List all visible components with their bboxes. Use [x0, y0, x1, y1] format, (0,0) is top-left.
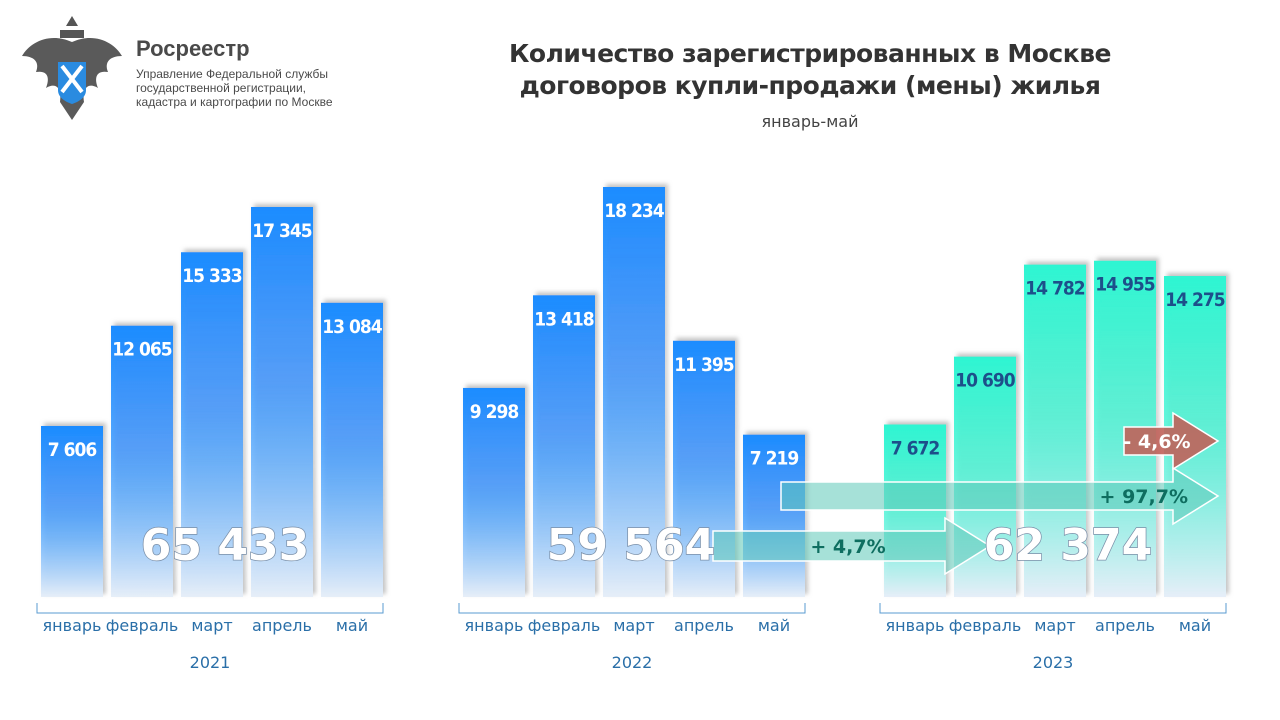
year-bracket [36, 603, 384, 614]
bar-value-label: 9 298 [470, 401, 519, 423]
bar-value-label: 14 955 [1095, 274, 1155, 296]
bar-value-label: 14 275 [1165, 289, 1225, 311]
change-arrow [712, 516, 992, 576]
bar [181, 252, 243, 597]
month-tick-label: февраль [949, 616, 1022, 635]
year-label: 2021 [190, 653, 231, 672]
bar-value-label: 11 395 [674, 354, 734, 376]
year-total-label: 65 433 [141, 520, 309, 571]
month-tick-label: май [1179, 616, 1211, 635]
year-bracket [458, 603, 806, 614]
rosreestr-emblem-icon [22, 16, 122, 121]
month-tick-label: апрель [674, 616, 734, 635]
month-tick-label: февраль [106, 616, 179, 635]
subtitle-line: Управление Федеральной службы [136, 67, 328, 81]
bar-value-label: 15 333 [182, 265, 242, 287]
bar [603, 187, 665, 597]
bar [251, 206, 313, 598]
month-tick-label: март [1034, 616, 1075, 635]
bar [1024, 264, 1086, 597]
year-label: 2023 [1033, 653, 1074, 672]
change-arrow [1123, 411, 1220, 471]
bar-value-label: 14 782 [1025, 278, 1085, 300]
month-tick-label: апрель [1095, 616, 1155, 635]
month-tick-label: март [191, 616, 232, 635]
month-tick-label: май [758, 616, 790, 635]
bar-value-label: 7 672 [891, 437, 940, 459]
bar-value-label: 12 065 [112, 339, 172, 361]
bar-value-label: 10 690 [955, 370, 1016, 392]
month-tick-label: февраль [528, 616, 601, 635]
title-line: Количество зарегистрированных в Москве [509, 39, 1112, 68]
month-tick-label: апрель [252, 616, 312, 635]
month-tick-label: март [613, 616, 654, 635]
bar [41, 425, 103, 597]
bar [743, 434, 805, 597]
subtitle-line: государственной регистрации, [136, 81, 306, 95]
chart-title: Количество зарегистрированных в Москве д… [440, 38, 1180, 102]
subtitle-line: кадастра и картографии по Москве [136, 95, 333, 109]
bar-value-label: 13 084 [322, 316, 383, 338]
bar [111, 325, 173, 597]
change-label: + 4,7% [810, 536, 885, 558]
change-label: + 97,7% [1100, 486, 1188, 508]
year-bracket [879, 603, 1227, 614]
bar-value-label: 18 234 [604, 200, 665, 222]
bar [533, 295, 595, 597]
month-tick-label: январь [886, 616, 945, 635]
brand-subtitle: Управление Федеральной службы государств… [136, 67, 376, 109]
change-label: - 4,6% [1123, 431, 1190, 453]
bar [463, 387, 525, 597]
month-tick-label: май [336, 616, 368, 635]
bar-value-label: 7 606 [48, 439, 97, 461]
year-label: 2022 [612, 653, 653, 672]
month-tick-label: январь [465, 616, 524, 635]
period-label: январь-май [761, 112, 859, 131]
change-arrow [780, 466, 1220, 526]
bar-value-label: 17 345 [252, 220, 312, 242]
bar-value-label: 7 219 [750, 448, 799, 470]
month-tick-label: январь [43, 616, 102, 635]
year-total-label: 59 564 [547, 520, 715, 571]
bar [321, 302, 383, 597]
year-total-label: 62 374 [984, 520, 1152, 571]
bar-value-label: 13 418 [534, 308, 594, 330]
brand-name: Росреестр [136, 36, 250, 61]
title-line: договоров купли-продажи (мены) жилья [519, 71, 1101, 100]
